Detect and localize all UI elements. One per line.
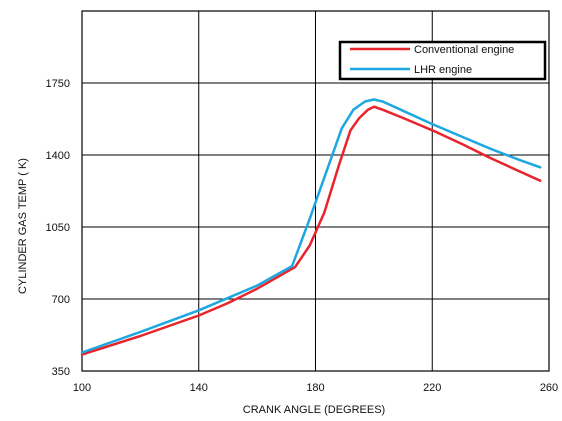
legend-label-lhr: LHR engine [414, 64, 472, 76]
x-tick-label: 180 [306, 382, 324, 394]
x-tick-label: 260 [540, 382, 558, 394]
y-tick-label: 1050 [46, 222, 70, 234]
plot-area [81, 10, 550, 372]
series-line-conventional [80, 105, 542, 356]
series-layer [80, 98, 542, 356]
y-axis-title: CYLINDER GAS TEMP ( K) [17, 158, 29, 294]
x-tick-label: 100 [73, 382, 91, 394]
y-axis-ticks: 350 700 1050 1400 1750 [46, 78, 70, 378]
legend-label-conventional: Conventional engine [414, 44, 514, 56]
x-axis-title: CRANK ANGLE (DEGREES) [243, 404, 385, 416]
y-tick-label: 1400 [46, 150, 70, 162]
series-line-lhr [80, 98, 542, 354]
y-tick-label: 350 [52, 366, 70, 378]
x-axis-ticks: 100 140 180 220 260 [73, 382, 558, 394]
legend: Conventional engine LHR engine [338, 40, 547, 81]
x-tick-label: 140 [190, 382, 208, 394]
y-tick-label: 700 [52, 294, 70, 306]
y-tick-label: 1750 [46, 78, 70, 90]
x-tick-label: 220 [423, 382, 441, 394]
